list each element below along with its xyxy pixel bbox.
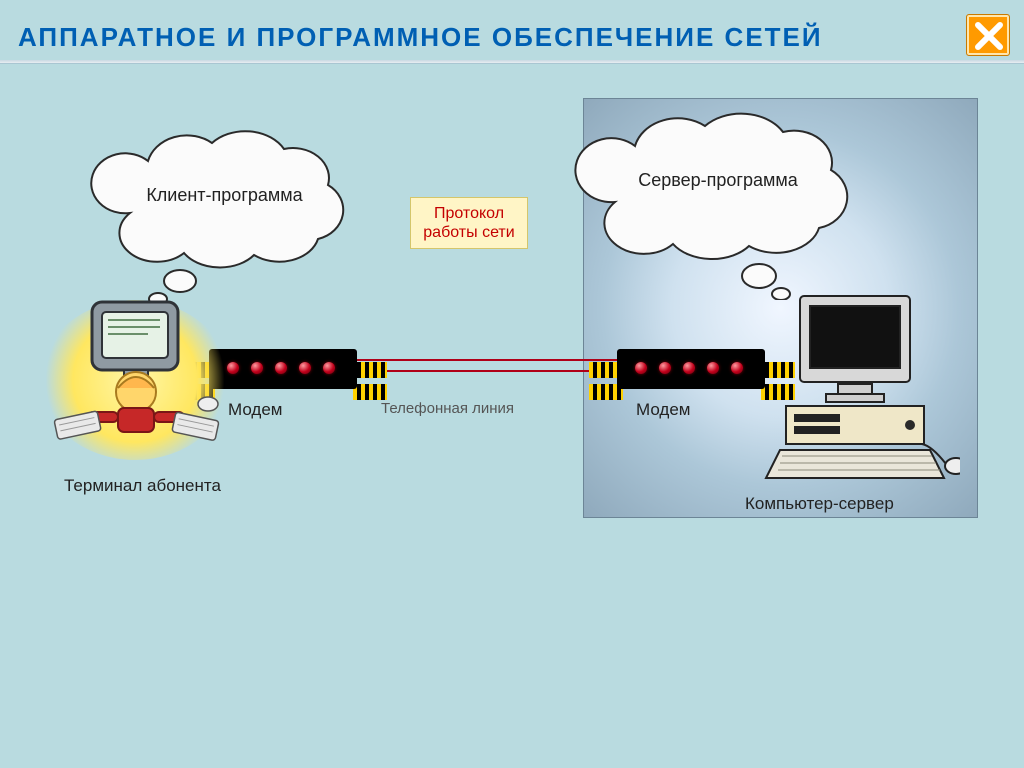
- modem-left-label: Модем: [228, 400, 283, 420]
- cloud-server-label: Сервер-программа: [563, 170, 873, 191]
- terminal-label: Терминал абонента: [64, 476, 221, 496]
- cloud-client: Клиент-программа: [82, 115, 367, 305]
- phone-line-label: Телефонная линия: [381, 400, 514, 417]
- cloud-client-icon: [82, 115, 367, 305]
- client-terminal-icon: [48, 296, 223, 456]
- page-title: АППАРАТНОЕ И ПРОГРАММНОЕ ОБЕСПЕЧЕНИЕ СЕТ…: [18, 22, 823, 53]
- phone-line-bottom: [357, 370, 617, 372]
- close-icon: [974, 21, 1004, 51]
- protocol-box: Протокол работы сети: [410, 197, 528, 249]
- modem-right: [617, 335, 765, 393]
- close-button[interactable]: [966, 14, 1010, 56]
- phone-line-top: [357, 359, 617, 361]
- cloud-server: Сервер-программа: [563, 100, 873, 300]
- modem-left: [209, 335, 357, 393]
- cloud-client-label: Клиент-программа: [82, 185, 367, 206]
- modem-right-label: Модем: [636, 400, 691, 420]
- cloud-server-icon: [563, 100, 873, 300]
- server-computer-icon: [760, 288, 960, 488]
- title-rule: [0, 60, 1024, 64]
- server-label: Компьютер-сервер: [745, 494, 894, 514]
- protocol-line2: работы сети: [419, 223, 519, 242]
- protocol-line1: Протокол: [419, 204, 519, 223]
